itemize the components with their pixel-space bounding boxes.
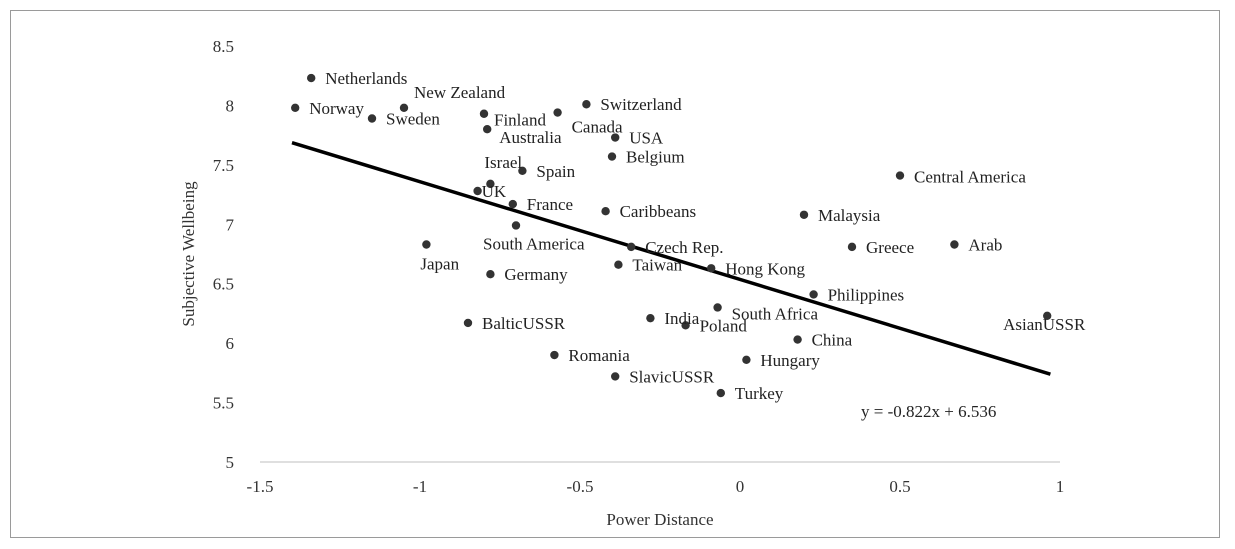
data-point — [511, 221, 521, 230]
point-label: Belgium — [626, 148, 685, 167]
point-label: South America — [483, 234, 585, 253]
point-label: UK — [482, 182, 507, 201]
x-tick-label: -1.5 — [247, 477, 274, 496]
x-tick-label: 1 — [1056, 477, 1065, 496]
data-point — [611, 133, 620, 142]
point-label: Japan — [420, 254, 459, 273]
point-label: AsianUSSR — [1003, 315, 1086, 334]
point-label: New Zealand — [414, 83, 506, 102]
point-label: Poland — [700, 316, 748, 335]
point-label: Arab — [968, 235, 1002, 254]
y-tick-label: 8 — [226, 96, 235, 115]
data-point — [716, 388, 725, 398]
data-point — [646, 313, 655, 323]
point-label: USA — [629, 129, 664, 148]
point-label: Sweden — [386, 110, 440, 129]
y-tick-label: 7 — [226, 215, 235, 234]
data-point — [473, 186, 482, 196]
x-tick-label: -1 — [413, 477, 427, 496]
point-label: India — [664, 309, 699, 328]
point-label: Norway — [309, 99, 364, 118]
data-point — [681, 321, 690, 330]
trendline — [291, 140, 1051, 376]
point-labels: Netherlands Norway Sweden New Zealand Finlan… — [309, 69, 1086, 403]
point-label: Taiwan — [632, 256, 682, 275]
point-label: France — [527, 195, 573, 214]
data-point — [799, 210, 809, 219]
point-label: Romania — [568, 346, 630, 365]
point-label: Central America — [914, 168, 1026, 187]
data-point — [367, 114, 377, 123]
data-point — [553, 108, 562, 117]
point-label: China — [812, 331, 853, 350]
x-tick-label: 0 — [736, 477, 745, 496]
x-tick-label: -0.5 — [567, 477, 594, 496]
point-label: Czech Rep. — [645, 238, 723, 257]
data-point — [508, 199, 517, 209]
trendline-group — [291, 140, 1051, 376]
data-point — [518, 166, 527, 175]
point-label: SlavicUSSR — [629, 367, 715, 386]
point-label: BalticUSSR — [482, 314, 566, 333]
data-point — [895, 171, 905, 180]
x-tick-label: 0.5 — [889, 477, 910, 496]
data-point — [809, 290, 818, 299]
data-point — [950, 240, 959, 249]
data-point — [793, 335, 802, 344]
y-tick-label: 5 — [226, 453, 235, 472]
y-tick-label: 5.5 — [213, 394, 234, 413]
point-label: Spain — [536, 162, 575, 181]
point-label: Netherlands — [325, 69, 407, 88]
y-axis: 5 5.5 6 6.5 7 7.5 8 8.5 — [213, 37, 235, 472]
point-label: Malaysia — [818, 206, 881, 225]
x-axis-title: Power Distance — [606, 510, 713, 529]
data-point — [422, 240, 431, 249]
trendline-equation: y = -0.822x + 6.536 — [861, 402, 996, 421]
y-tick-label: 7.5 — [213, 156, 234, 175]
point-label: Australia — [499, 128, 562, 147]
y-tick-label: 6 — [226, 334, 235, 353]
y-tick-label: 6.5 — [213, 275, 234, 294]
data-point — [614, 260, 623, 269]
point-label: Finland — [494, 111, 546, 130]
data-point — [742, 355, 751, 364]
data-point — [483, 125, 492, 134]
data-point — [582, 100, 591, 109]
data-point — [291, 103, 300, 113]
scatter-chart: 5 5.5 6 6.5 7 7.5 8 8.5 -1.5 -1 -0.5 0 0.5 1 Netherl… — [179, 37, 1086, 529]
point-label: Hong Kong — [725, 259, 805, 278]
point-label: Hungary — [760, 351, 820, 370]
data-point — [486, 179, 495, 189]
chart-frame: 5 5.5 6 6.5 7 7.5 8 8.5 -1.5 -1 -0.5 0 0.5 1 Netherl… — [10, 10, 1220, 538]
data-point — [627, 242, 636, 252]
point-label: Greece — [866, 238, 914, 257]
point-label: Philippines — [828, 285, 905, 304]
data-point — [611, 372, 620, 381]
data-point — [601, 207, 610, 216]
point-label: Germany — [504, 265, 568, 284]
y-tick-label: 8.5 — [213, 37, 234, 56]
data-point — [847, 242, 857, 252]
data-point — [707, 264, 716, 273]
y-axis-title: Subjective Wellbeing — [179, 181, 198, 327]
data-point — [713, 303, 722, 312]
point-label: Switzerland — [600, 95, 682, 114]
point-label: South Africa — [732, 304, 819, 323]
data-point — [486, 270, 495, 279]
data-point — [607, 152, 617, 161]
data-point — [479, 109, 489, 118]
data-points — [291, 73, 1052, 398]
point-label: Canada — [572, 118, 623, 137]
point-label: Caribbeans — [620, 202, 696, 221]
data-point — [399, 103, 409, 113]
point-label: Turkey — [735, 384, 784, 403]
data-point — [550, 350, 559, 360]
point-label: Israel — [484, 153, 522, 172]
x-axis: -1.5 -1 -0.5 0 0.5 1 — [247, 461, 1065, 496]
data-point — [463, 318, 473, 328]
data-point — [307, 73, 316, 83]
data-point — [1043, 311, 1052, 321]
